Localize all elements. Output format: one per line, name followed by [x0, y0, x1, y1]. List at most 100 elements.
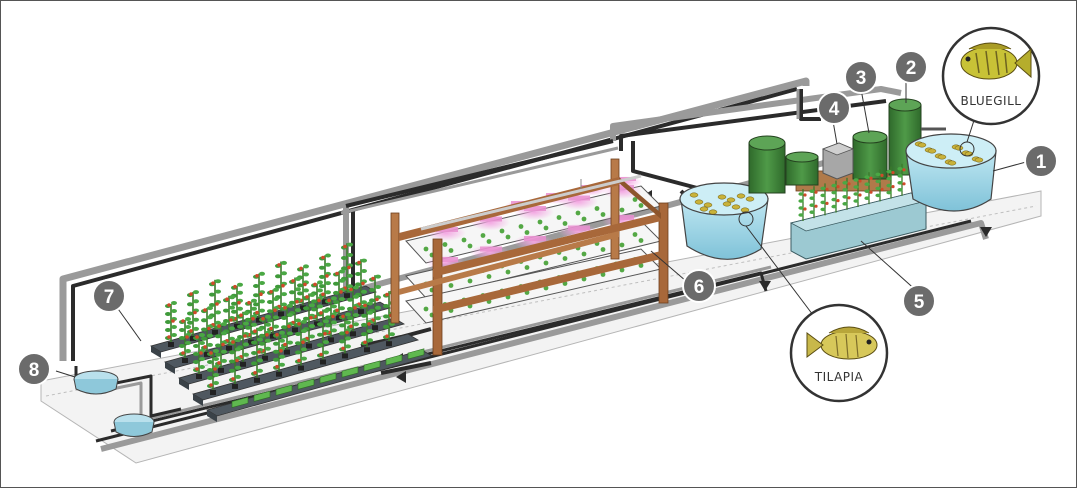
- microgreen: [619, 207, 625, 213]
- shelf-rail-back-bottom: [399, 231, 619, 295]
- tomato-plant: [259, 314, 271, 361]
- lettuce-tray: [231, 396, 249, 408]
- microgreen: [480, 233, 486, 238]
- tomato-plant: [201, 306, 213, 357]
- raft-plant: [897, 163, 906, 196]
- fish: [954, 145, 964, 151]
- raft-trough: [789, 163, 928, 260]
- fish: [745, 196, 755, 202]
- grow-light: [524, 236, 546, 241]
- tomato-plant: [253, 271, 265, 323]
- fish: [927, 148, 937, 154]
- tomato-plant: [317, 308, 329, 365]
- callout-leaders: [115, 81, 1027, 342]
- tomato-plant: [193, 333, 205, 379]
- shelf-post-back-right: [610, 158, 620, 260]
- number-badge-3: 3: [844, 60, 878, 94]
- microgreen: [638, 203, 644, 208]
- lettuce-tray: [275, 384, 293, 396]
- microgreen: [619, 267, 625, 273]
- number-badge-7: 7: [92, 279, 126, 313]
- lettuce-tray: [297, 378, 315, 390]
- mid-upper-pipe: [345, 139, 614, 208]
- microgreen: [524, 265, 530, 270]
- grow-light: [436, 257, 458, 262]
- microgreen: [486, 239, 492, 244]
- microgreen: [562, 256, 568, 261]
- raft-plant: [875, 169, 884, 202]
- grow-light: [480, 216, 502, 222]
- raft-plant: [864, 172, 873, 205]
- number-badge-1: 1: [1024, 144, 1058, 178]
- tomato-plant: [207, 349, 219, 395]
- tomato-plant: [319, 253, 331, 305]
- fish: [722, 201, 732, 207]
- microgreen: [556, 215, 562, 220]
- microgreen: [600, 272, 606, 277]
- microgreen: [632, 197, 638, 202]
- bed-feed-2: [380, 361, 432, 375]
- bluegill-fish-icon: [960, 42, 1032, 80]
- shelf-rail-mid: [433, 213, 661, 277]
- fish: [699, 206, 709, 212]
- number-label: 8: [29, 360, 40, 381]
- number-label: 6: [694, 277, 705, 298]
- raft-plant: [853, 175, 862, 207]
- tomato-plant: [187, 290, 199, 341]
- bed-drain: [100, 374, 182, 418]
- tomato-plant: [303, 292, 315, 349]
- fish: [736, 193, 746, 199]
- fish: [947, 160, 957, 166]
- microgreen: [600, 247, 606, 252]
- tomato-plant: [339, 312, 351, 359]
- fish: [708, 209, 718, 215]
- tomato-plant: [273, 330, 285, 377]
- microgreen: [461, 237, 467, 243]
- microgreen: [619, 242, 625, 248]
- shelf-post-back-left: [390, 212, 400, 324]
- microgreen: [423, 306, 429, 312]
- microgreen: [562, 221, 568, 226]
- tomato-plant: [361, 301, 373, 353]
- lettuce-tray: [407, 348, 425, 360]
- raft-plant: [820, 183, 829, 216]
- raft-plant: [809, 186, 818, 219]
- tomato-plant: [251, 327, 263, 383]
- tomato-plant: [347, 285, 359, 337]
- microgreen: [524, 230, 530, 235]
- grow-light: [568, 225, 590, 231]
- microgreen: [505, 269, 511, 275]
- raft-plant: [831, 180, 840, 213]
- microgreen: [448, 283, 454, 288]
- fish: [731, 204, 741, 210]
- number-badge-6: 6: [682, 269, 716, 303]
- tomato-plant: [295, 319, 307, 371]
- number-label: 2: [906, 58, 917, 79]
- tomato-plant: [355, 258, 367, 315]
- lettuce-tray: [385, 354, 403, 366]
- fish: [917, 142, 927, 148]
- number-label: 3: [856, 68, 867, 89]
- lettuce-tray: [341, 366, 359, 378]
- tomato-plant: [325, 296, 337, 343]
- microgreen: [467, 278, 473, 284]
- number-label: 4: [829, 99, 840, 120]
- microgreen: [442, 242, 448, 247]
- fish: [937, 154, 947, 160]
- microgreen: [423, 246, 429, 252]
- arrow-bluegill: [980, 227, 992, 237]
- shelf-rail-bottom: [433, 251, 661, 314]
- microgreen: [518, 224, 524, 229]
- indoor-shelf-unit: [390, 158, 669, 356]
- microgreen: [581, 251, 587, 257]
- grow-light: [612, 215, 634, 220]
- tilapia-tank: [679, 182, 817, 320]
- lettuce-tray: [363, 360, 381, 372]
- microgreen: [600, 212, 606, 217]
- number-label: 7: [104, 287, 115, 308]
- microgreen: [448, 248, 454, 253]
- tomato-plant: [179, 317, 191, 363]
- microgreen: [594, 206, 600, 211]
- mid-upper-pipe-grey: [340, 146, 619, 215]
